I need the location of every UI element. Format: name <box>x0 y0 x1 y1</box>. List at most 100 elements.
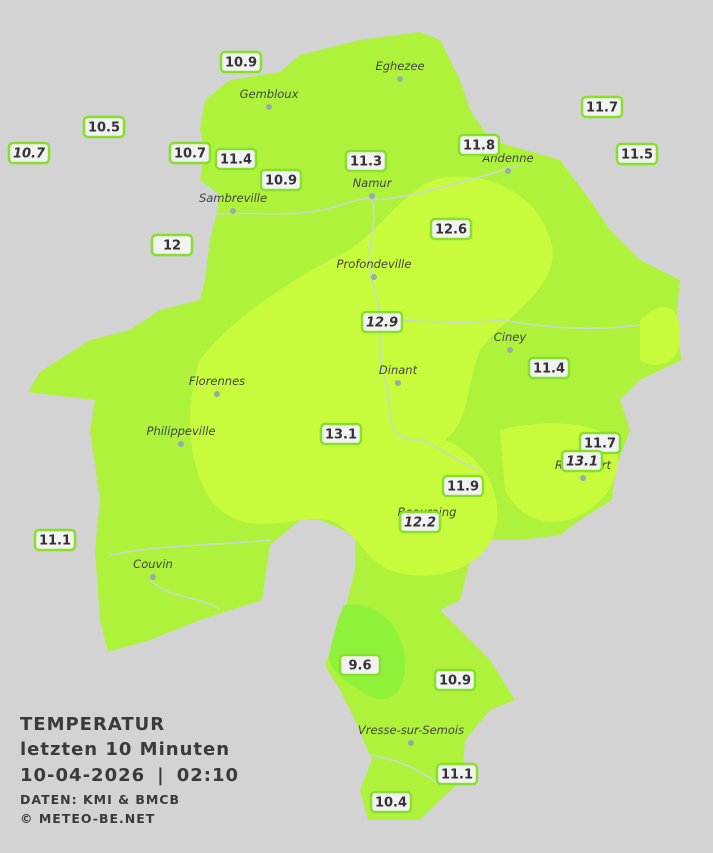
station-value: 10.9 <box>225 56 257 71</box>
city-dot <box>505 168 511 174</box>
station-box <box>527 356 571 380</box>
city-dot <box>371 274 377 280</box>
station-box <box>369 790 413 814</box>
station-value: 12.2 <box>404 516 436 531</box>
station-value: 11.1 <box>441 768 473 783</box>
station-box <box>429 217 473 241</box>
station: 10.7 <box>7 141 51 165</box>
warm-zone-east <box>500 306 681 522</box>
station: 11.1 <box>33 528 77 552</box>
station-value: 13.1 <box>566 455 598 470</box>
station-box <box>360 310 404 334</box>
legend: TEMPERATUR letzten 10 Minuten 10-04-2026… <box>20 714 239 826</box>
city-dot <box>369 193 375 199</box>
legend-datetime: 10-04-2026 | 02:10 <box>20 765 239 786</box>
station-box <box>344 149 388 173</box>
station-box <box>259 168 303 192</box>
city-dot <box>214 391 220 397</box>
station: 12 <box>150 233 194 257</box>
station-value: 11.8 <box>463 139 495 154</box>
city-label: Couvin <box>133 557 173 571</box>
station-value: 11.4 <box>220 153 252 168</box>
station-box <box>457 133 501 157</box>
city-dot <box>408 740 414 746</box>
station-value: 10.9 <box>265 174 297 189</box>
station-value: 9.6 <box>348 659 371 674</box>
station: 11.8 <box>457 133 501 157</box>
city-label: Gembloux <box>240 87 299 101</box>
station: 10.9 <box>219 50 263 74</box>
station-value: 10.9 <box>439 674 471 689</box>
station-box <box>615 142 659 166</box>
station: 11.1 <box>435 762 479 786</box>
station: 11.5 <box>615 142 659 166</box>
station: 10.7 <box>168 141 212 165</box>
station: 10.4 <box>369 790 413 814</box>
station: 11.4 <box>527 356 571 380</box>
station-value: 11.1 <box>39 534 71 549</box>
station: 11.3 <box>344 149 388 173</box>
station-value: 11.3 <box>350 155 382 170</box>
station: 12.6 <box>429 217 473 241</box>
city-dot <box>395 380 401 386</box>
city-dot <box>178 441 184 447</box>
city-label: Ciney <box>494 330 527 344</box>
station: 13.1 <box>319 422 363 446</box>
city-label: Eghezee <box>375 59 424 73</box>
city-dot <box>580 475 586 481</box>
legend-title: TEMPERATUR <box>20 714 165 735</box>
station-value: 11.5 <box>621 148 653 163</box>
city-label: Sambreville <box>199 191 267 205</box>
station-box <box>398 510 442 534</box>
station-box <box>82 115 126 139</box>
station-value: 13.1 <box>325 428 357 443</box>
station: 9.6 <box>338 653 382 677</box>
legend-copyright: © METEO-BE.NET <box>20 811 155 826</box>
legend-source: DATEN: KMI & BMCB <box>20 792 180 807</box>
station: 11.4 <box>214 147 258 171</box>
station-box <box>338 653 382 677</box>
station: 10.9 <box>259 168 303 192</box>
station-box <box>435 762 479 786</box>
rivers <box>109 164 641 786</box>
station-value: 12.6 <box>435 223 467 238</box>
legend-period: letzten 10 Minuten <box>20 739 230 760</box>
city-label: Dinant <box>379 363 418 377</box>
station-box <box>219 50 263 74</box>
legend-separator: | <box>157 765 165 786</box>
city-dot <box>266 104 272 110</box>
station-value: 10.5 <box>88 121 120 136</box>
city-label: Namur <box>353 176 393 190</box>
station-value: 12 <box>163 239 181 254</box>
station-value: 10.7 <box>174 147 206 162</box>
station-box <box>580 95 624 119</box>
station-box <box>560 449 604 473</box>
city-dot <box>230 208 236 214</box>
station: 10.5 <box>82 115 126 139</box>
station-box <box>441 474 485 498</box>
city-dot <box>397 76 403 82</box>
station: 12.9 <box>360 310 404 334</box>
station-value: 12.9 <box>366 316 398 331</box>
station-value: 10.7 <box>13 147 46 162</box>
legend-date: 10-04-2026 <box>20 765 145 786</box>
station-value: 11.4 <box>533 362 565 377</box>
station: 13.1 <box>560 449 604 473</box>
station-value: 11.7 <box>584 437 616 452</box>
station-box <box>7 141 51 165</box>
city-label: Vresse-sur-Semois <box>358 723 464 737</box>
city-dot <box>507 347 513 353</box>
city-label: Florennes <box>189 374 245 388</box>
station-value: 11.9 <box>447 480 479 495</box>
station-box <box>150 233 194 257</box>
station-box <box>319 422 363 446</box>
city-dot <box>150 574 156 580</box>
station-box <box>168 141 212 165</box>
legend-time: 02:10 <box>177 765 239 786</box>
station: 12.2 <box>398 510 442 534</box>
station: 11.9 <box>441 474 485 498</box>
city-label: Philippeville <box>147 424 216 438</box>
station-value: 10.4 <box>375 796 407 811</box>
station: 11.7 <box>580 95 624 119</box>
